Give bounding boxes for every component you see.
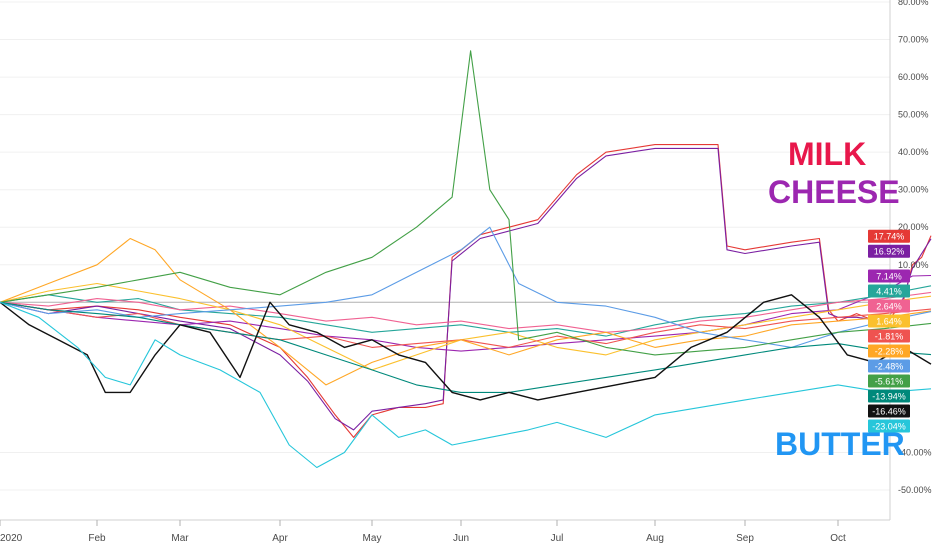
last-value-badge (868, 389, 910, 403)
last-value-label: 7.14% (876, 272, 902, 282)
y-tick-label: 20.00% (898, 222, 929, 232)
last-value-label: -13.94% (872, 392, 906, 402)
last-value-label: 4.41% (876, 287, 902, 297)
y-tick-label: 40.00% (898, 147, 929, 157)
last-value-label: 1.64% (876, 317, 902, 327)
x-tick-label: Jun (453, 533, 469, 544)
last-value-badge (868, 404, 910, 418)
last-value-label: -5.61% (875, 377, 904, 387)
last-value-badge (868, 419, 910, 433)
y-tick-label: 50.00% (898, 110, 929, 120)
last-value-label: 2.64% (876, 302, 902, 312)
series-line (0, 291, 932, 333)
y-tick-label: -40.00% (898, 447, 932, 457)
last-value-badge (868, 314, 910, 328)
x-axis: 2020 Feb Mar Apr May Jun Jul Aug Sep Oct (0, 519, 890, 544)
last-value-badge (868, 344, 910, 358)
last-value-label: -23.04% (872, 422, 906, 432)
last-value-badge (868, 244, 910, 258)
last-value-label: 16.92% (874, 247, 905, 257)
x-tick-label: Mar (171, 533, 189, 544)
x-tick-label: Oct (830, 533, 846, 544)
annotation-milk: MILK (788, 136, 866, 172)
x-tick-label: 2020 (0, 533, 23, 544)
series-group (0, 50, 932, 469)
last-value-label: 17.74% (874, 232, 905, 242)
last-value-badge (868, 229, 910, 243)
y-tick-label: 30.00% (898, 185, 929, 195)
last-value-badge (868, 284, 910, 298)
y-axis: 80.00% 70.00% 60.00% 50.00% 40.00% 30.00% 20.0… (889, 0, 932, 520)
last-value-badges: 17.74% 16.92% 7.14% 4.41% 2.64% 1.64% -1.81% -2… (868, 229, 910, 433)
last-value-label: -2.28% (875, 347, 904, 357)
series-line (0, 301, 932, 469)
annotation-cheese: CHEESE (768, 174, 900, 210)
x-tick-label: Sep (736, 533, 754, 544)
series-line (0, 285, 932, 337)
y-tick-label: 60.00% (898, 72, 929, 82)
last-value-badge (868, 299, 910, 313)
y-tick-label: 80.00% (898, 0, 929, 7)
last-value-label: -2.48% (875, 362, 904, 372)
x-tick-label: May (363, 533, 382, 544)
x-tick-label: Jul (551, 533, 564, 544)
annotation-butter: BUTTER (775, 426, 905, 462)
series-line (0, 226, 932, 348)
series-line (0, 50, 932, 356)
y-tick-label: 70.00% (898, 35, 929, 45)
y-tick-label: 10.00% (898, 260, 929, 270)
series-line (0, 144, 932, 438)
grid (0, 1, 890, 491)
series-line (0, 274, 932, 352)
last-value-badge (868, 359, 910, 373)
last-value-badge (868, 269, 910, 283)
x-tick-label: Aug (646, 533, 664, 544)
x-tick-label: Feb (88, 533, 106, 544)
series-line (0, 294, 932, 401)
last-value-label: -1.81% (875, 332, 904, 342)
x-tick-label: Apr (272, 533, 288, 544)
last-value-label: -16.46% (872, 407, 906, 417)
series-line (0, 237, 932, 386)
last-value-badge (868, 329, 910, 343)
y-tick-label: -50.00% (898, 485, 932, 495)
last-value-badge (868, 374, 910, 388)
series-line (0, 282, 932, 371)
series-line (0, 301, 932, 393)
